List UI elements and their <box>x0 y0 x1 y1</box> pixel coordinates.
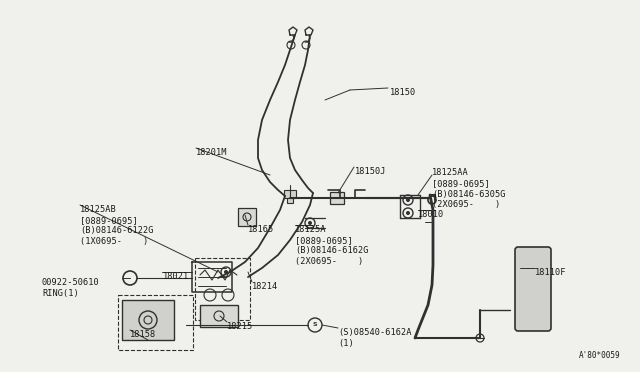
Text: 18021: 18021 <box>163 272 189 281</box>
Bar <box>200 305 238 327</box>
Text: 18150J: 18150J <box>355 167 387 176</box>
Text: 18150: 18150 <box>390 88 416 97</box>
Text: 18214: 18214 <box>252 282 278 291</box>
Bar <box>118 295 193 350</box>
Circle shape <box>224 270 228 274</box>
Bar <box>330 192 344 204</box>
Bar <box>287 198 293 203</box>
Text: (S)08540-6162A
(1): (S)08540-6162A (1) <box>338 328 412 348</box>
Text: 18125AB
[0889-0695]
(B)08146-6122G
(1X0695-    ): 18125AB [0889-0695] (B)08146-6122G (1X06… <box>80 205 154 246</box>
Text: 18215: 18215 <box>227 322 253 331</box>
Text: 18201M: 18201M <box>196 148 227 157</box>
Text: 18125A
[0889-0695]
(B)08146-6162G
(2X0695-    ): 18125A [0889-0695] (B)08146-6162G (2X069… <box>295 225 369 266</box>
Text: S: S <box>313 323 317 327</box>
Bar <box>122 300 174 340</box>
Text: 18165: 18165 <box>248 225 275 234</box>
Bar <box>238 208 256 226</box>
Circle shape <box>406 198 410 202</box>
Text: 18110F: 18110F <box>535 268 566 277</box>
Bar <box>195 258 250 320</box>
Bar <box>284 190 296 198</box>
FancyBboxPatch shape <box>515 247 551 331</box>
Circle shape <box>308 221 312 225</box>
Text: 00922-50610
RING(1): 00922-50610 RING(1) <box>42 278 100 298</box>
Text: 18125AA
[0889-0695]
(B)08146-6305G
(2X0695-    ): 18125AA [0889-0695] (B)08146-6305G (2X06… <box>432 168 506 209</box>
Text: 18158: 18158 <box>130 330 156 339</box>
Circle shape <box>406 211 410 215</box>
Text: A'80*0059: A'80*0059 <box>579 351 620 360</box>
Text: 18010: 18010 <box>418 210 444 219</box>
